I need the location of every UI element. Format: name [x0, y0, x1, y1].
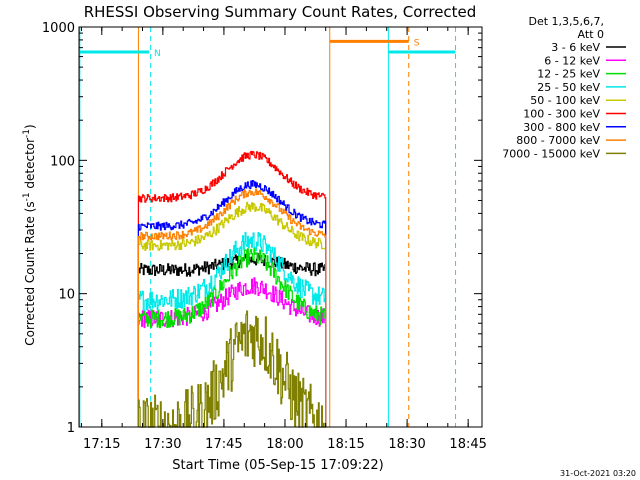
x-tick-label-5: 18:30 [388, 437, 425, 452]
series-line-3 [137, 231, 327, 427]
legend-label-5: 100 - 300 keV [523, 108, 600, 121]
flag-label-1: S [414, 38, 420, 48]
series-line-5 [137, 150, 327, 427]
series-line-2 [137, 247, 327, 427]
plot-frame [78, 26, 483, 428]
legend-header-0: Det 1,3,5,6,7, [528, 15, 604, 28]
series-line-6 [137, 180, 327, 427]
x-tick-label-0: 17:15 [83, 437, 120, 452]
x-tick-label-1: 17:30 [144, 437, 181, 452]
x-tick-label-4: 18:15 [327, 437, 364, 452]
y-tick-label-1: 10 [58, 288, 75, 303]
legend-label-2: 12 - 25 keV [537, 68, 600, 81]
x-tick-label-2: 17:45 [205, 437, 242, 452]
timestamp: 31-Oct-2021 03:20 [560, 469, 636, 478]
series-line-8 [137, 310, 327, 428]
y-tick-label-2: 100 [50, 154, 75, 169]
y-axis-label: Corrected Count Rate (s-1 detector-1) [22, 124, 37, 345]
legend-label-4: 50 - 100 keV [530, 94, 600, 107]
series-line-4 [137, 201, 327, 427]
series-line-7 [137, 188, 327, 427]
y-tick-label-0: 1 [67, 421, 75, 436]
x-tick-label-6: 18:45 [449, 437, 486, 452]
chart-title: RHESSI Observing Summary Count Rates, Co… [84, 3, 477, 21]
flag-label-0: N [154, 49, 161, 59]
x-tick-label-3: 18:00 [266, 437, 303, 452]
legend-header-1: Att 0 [578, 28, 604, 41]
legend-label-1: 6 - 12 keV [544, 54, 600, 67]
x-axis-label: Start Time (05-Sep-15 17:09:22) [172, 458, 383, 473]
legend-label-7: 800 - 7000 keV [516, 134, 600, 147]
legend-label-6: 300 - 800 keV [523, 121, 600, 134]
legend-label-3: 25 - 50 keV [537, 81, 600, 94]
y-tick-label-3: 1000 [42, 21, 75, 36]
legend-label-8: 7000 - 15000 keV [502, 147, 600, 160]
series-line-0 [137, 252, 327, 427]
legend-label-0: 3 - 6 keV [551, 41, 600, 54]
